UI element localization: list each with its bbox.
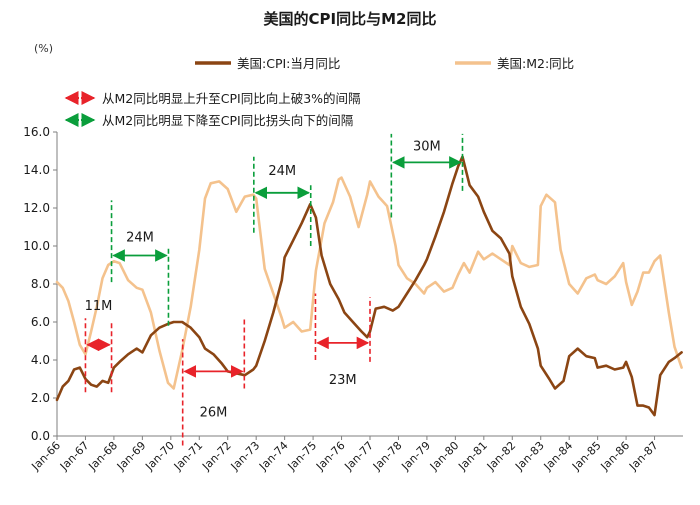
- legend-label-cpi: 美国:CPI:当月同比: [237, 56, 340, 71]
- x-tick-label: Jan-68: [85, 439, 120, 474]
- x-axis: Jan-66Jan-67Jan-68Jan-69Jan-70Jan-71Jan-…: [29, 435, 683, 474]
- y-tick-label: 2.0: [31, 391, 50, 405]
- x-tick-label: Jan-72: [199, 439, 234, 474]
- y-tick-label: 12.0: [23, 201, 50, 215]
- y-tick-label: 4.0: [31, 353, 50, 367]
- legend-annot: 从M2同比明显上升至CPI同比向上破3%的间隔从M2同比明显下降至CPI同比拐头…: [64, 91, 361, 128]
- legend-label-up-interval: 从M2同比明显上升至CPI同比向上破3%的间隔: [102, 91, 361, 106]
- y-unit-label: (%): [34, 42, 53, 55]
- interval-label: 23M: [329, 373, 357, 388]
- x-tick-label: Jan-73: [228, 439, 263, 474]
- x-tick-label: Jan-84: [541, 439, 576, 474]
- interval-label: 26M: [200, 405, 228, 420]
- y-tick-label: 6.0: [31, 315, 50, 329]
- series-layer: [55, 155, 683, 417]
- legend-top: 美国:CPI:当月同比 美国:M2:同比: [195, 56, 574, 71]
- y-tick-label: 0.0: [31, 429, 50, 443]
- x-tick-label: Jan-79: [398, 439, 433, 474]
- interval-label: 11M: [85, 299, 113, 314]
- x-tick-label: Jan-75: [285, 439, 320, 474]
- x-tick-label: Jan-69: [114, 439, 149, 474]
- x-tick-label: Jan-71: [171, 439, 206, 474]
- x-tick-label: Jan-85: [569, 439, 604, 474]
- annotation-layer: 11M 24M 26M 24M 23M 30M: [85, 133, 464, 446]
- legend-label-down-interval: 从M2同比明显下降至CPI同比拐头向下的间隔: [102, 113, 353, 128]
- x-tick-label: Jan-70: [142, 439, 177, 474]
- series-line-cpi: [55, 155, 683, 417]
- x-tick-label: Jan-78: [370, 439, 405, 474]
- interval-label: 30M: [413, 139, 441, 154]
- y-axis: 0.0 2.0 4.0 6.0 8.0 10.0 12.0 14.0 16.0: [23, 125, 58, 443]
- x-tick-label: Jan-82: [484, 439, 519, 474]
- y-tick-label: 16.0: [23, 125, 50, 139]
- x-tick-label: Jan-87: [626, 439, 661, 474]
- interval-label: 24M: [268, 164, 296, 179]
- legend-label-m2: 美国:M2:同比: [497, 56, 574, 71]
- x-tick-label: Jan-74: [256, 439, 291, 474]
- interval-label: 24M: [126, 231, 154, 246]
- y-tick-label: 14.0: [23, 163, 50, 177]
- y-tick-label: 8.0: [31, 277, 50, 291]
- x-tick-label: Jan-83: [512, 439, 547, 474]
- x-tick-label: Jan-77: [342, 439, 377, 474]
- x-tick-label: Jan-76: [313, 439, 348, 474]
- x-tick-label: Jan-86: [598, 439, 633, 474]
- x-tick-label: Jan-66: [29, 439, 64, 474]
- x-tick-label: Jan-81: [455, 439, 490, 474]
- series-line-m2: [55, 176, 683, 390]
- x-tick-label: Jan-80: [427, 439, 462, 474]
- y-tick-label: 10.0: [23, 239, 50, 253]
- x-tick-label: Jan-67: [57, 439, 92, 474]
- chart-title: 美国的CPI同比与M2同比: [264, 10, 437, 28]
